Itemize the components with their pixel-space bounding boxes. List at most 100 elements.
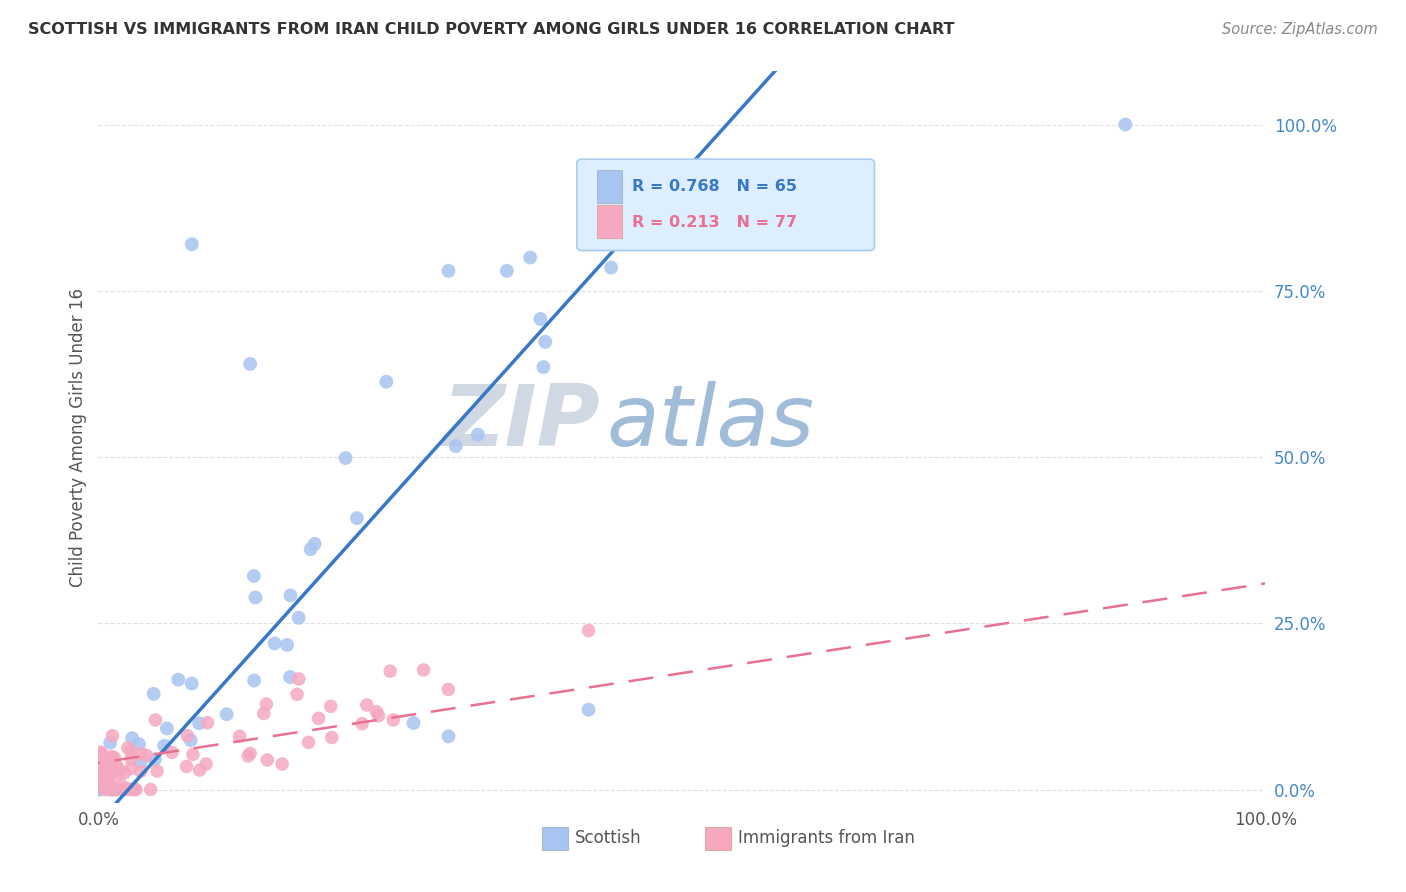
Point [105, 759, 128, 773]
FancyBboxPatch shape [596, 205, 623, 238]
Text: Immigrants from Iran: Immigrants from Iran [738, 829, 915, 847]
Point [153, 739, 176, 753]
Point [91, 757, 114, 772]
Point [239, 357, 262, 371]
Point [519, 251, 541, 265]
Point [129, 747, 152, 761]
Point [180, 733, 202, 747]
Point [346, 511, 368, 525]
Point [578, 624, 600, 638]
Point [93, 780, 115, 795]
Point [110, 778, 132, 792]
Point [96, 762, 118, 776]
Point [87, 782, 110, 797]
Point [91, 752, 114, 766]
Text: atlas: atlas [606, 381, 814, 464]
Point [239, 747, 262, 761]
Point [188, 763, 211, 777]
Point [437, 264, 460, 278]
Point [103, 750, 125, 764]
Point [197, 715, 219, 730]
Point [304, 537, 326, 551]
FancyBboxPatch shape [596, 170, 623, 203]
Point [437, 682, 460, 697]
Point [534, 334, 557, 349]
Point [97, 764, 120, 779]
Point [437, 729, 460, 743]
Point [176, 759, 198, 773]
Point [94, 770, 117, 784]
Point [108, 765, 131, 780]
Point [243, 569, 266, 583]
Point [100, 782, 122, 797]
Point [367, 708, 389, 723]
Point [529, 312, 551, 326]
Point [496, 264, 519, 278]
Point [188, 716, 211, 731]
Point [105, 759, 128, 773]
Point [319, 699, 342, 714]
Point [288, 672, 311, 686]
Point [308, 711, 330, 725]
Point [299, 542, 322, 557]
Point [120, 744, 142, 758]
Text: Source: ZipAtlas.com: Source: ZipAtlas.com [1222, 22, 1378, 37]
Point [356, 698, 378, 712]
Point [142, 687, 165, 701]
Point [402, 716, 425, 731]
Text: ZIP: ZIP [443, 381, 600, 464]
Point [467, 427, 489, 442]
Point [111, 782, 134, 797]
Point [101, 782, 124, 797]
FancyBboxPatch shape [541, 827, 568, 850]
Point [129, 764, 152, 779]
Point [97, 768, 120, 782]
Point [181, 747, 204, 762]
FancyBboxPatch shape [706, 827, 731, 850]
Point [180, 237, 202, 252]
Point [93, 773, 115, 788]
Point [112, 782, 135, 797]
Point [285, 687, 308, 701]
Point [180, 676, 202, 690]
Point [256, 753, 278, 767]
Point [139, 782, 162, 797]
Point [128, 737, 150, 751]
Y-axis label: Child Poverty Among Girls Under 16: Child Poverty Among Girls Under 16 [69, 287, 87, 587]
Point [105, 782, 128, 797]
Point [444, 439, 467, 453]
Point [156, 722, 179, 736]
Point [120, 762, 142, 776]
Point [215, 707, 238, 722]
Point [125, 782, 148, 797]
Point [531, 360, 554, 375]
Point [256, 697, 278, 711]
Point [135, 748, 157, 763]
Point [89, 782, 111, 797]
Point [253, 706, 276, 721]
Point [382, 713, 405, 727]
Point [98, 770, 121, 784]
Point [321, 731, 343, 745]
Point [108, 764, 131, 778]
Point [380, 664, 402, 678]
Point [167, 673, 190, 687]
Text: SCOTTISH VS IMMIGRANTS FROM IRAN CHILD POVERTY AMONG GIRLS UNDER 16 CORRELATION : SCOTTISH VS IMMIGRANTS FROM IRAN CHILD P… [28, 22, 955, 37]
Point [287, 611, 309, 625]
Point [276, 638, 298, 652]
Point [117, 740, 139, 755]
Point [263, 636, 285, 650]
Point [600, 260, 623, 275]
Text: R = 0.768   N = 65: R = 0.768 N = 65 [631, 179, 797, 194]
Point [375, 375, 398, 389]
Point [245, 591, 267, 605]
Point [335, 450, 357, 465]
Point [412, 663, 434, 677]
Point [143, 752, 166, 766]
Text: R = 0.213   N = 77: R = 0.213 N = 77 [631, 215, 797, 229]
Point [121, 731, 143, 746]
Point [297, 735, 319, 749]
Point [176, 729, 198, 743]
Point [120, 782, 142, 797]
Point [98, 736, 121, 750]
